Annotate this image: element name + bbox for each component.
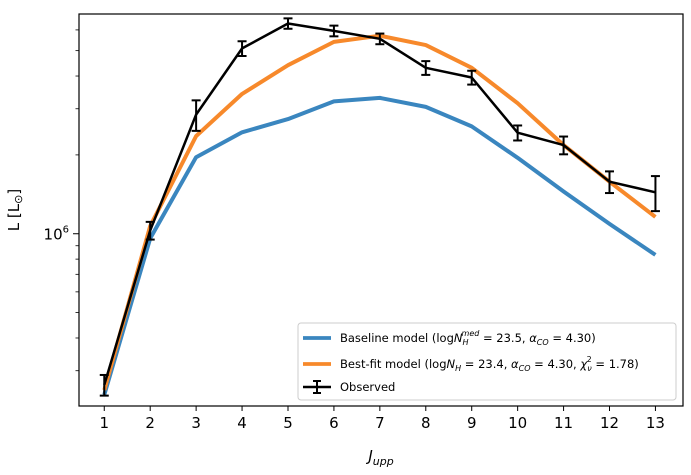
x-tick-label: 6: [329, 414, 339, 432]
x-tick-label: 1: [99, 414, 109, 432]
x-tick-label: 8: [421, 414, 431, 432]
x-tick-label: 7: [375, 414, 385, 432]
x-tick-label: 9: [467, 414, 477, 432]
y-tick-label: 106: [44, 225, 69, 244]
legend-entry-baseline: Baseline model (logNHmed = 23.5, αCO = 4…: [340, 329, 596, 347]
legend: Baseline model (logNHmed = 23.5, αCO = 4…: [298, 323, 676, 400]
x-tick-label: 5: [283, 414, 293, 432]
x-tick-label: 2: [145, 414, 155, 432]
x-tick-label: 12: [600, 414, 619, 432]
x-tick-label: 13: [646, 414, 665, 432]
y-axis-label: L [L⊙]: [5, 189, 25, 231]
x-tick-label: 3: [191, 414, 201, 432]
x-tick-label: 11: [554, 414, 573, 432]
legend-entry-observed: Observed: [340, 380, 395, 394]
x-tick-label: 4: [237, 414, 247, 432]
x-axis-label: Jupp: [365, 447, 393, 468]
x-tick-label: 10: [508, 414, 527, 432]
legend-entry-bestfit: Best-fit model (logNH = 23.4, αCO = 4.30…: [340, 355, 639, 373]
